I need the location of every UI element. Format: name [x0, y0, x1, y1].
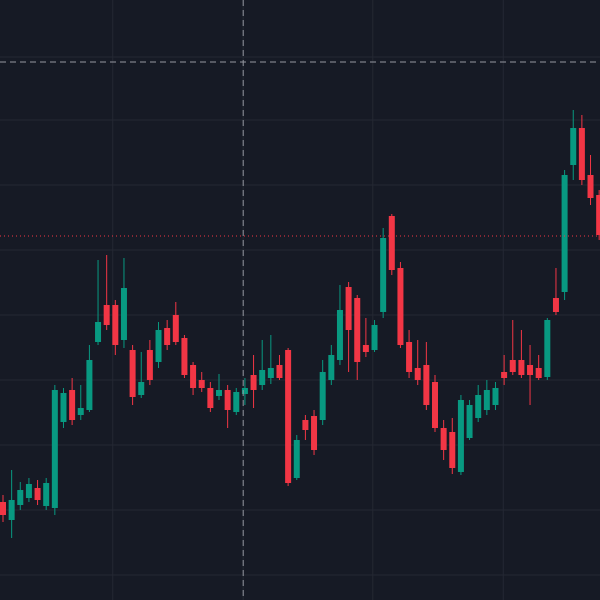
candle-body — [77, 408, 84, 415]
candle-body — [388, 216, 395, 270]
candle-body — [362, 345, 369, 352]
candle-body — [207, 388, 214, 408]
candle-body — [95, 322, 102, 342]
candle-body — [336, 310, 343, 360]
candle-body — [190, 365, 197, 388]
candle-body — [440, 428, 447, 450]
candle-body — [224, 390, 231, 410]
candle-body — [319, 372, 326, 420]
candle-body — [535, 368, 542, 378]
candle-body — [276, 365, 283, 378]
candle-body — [198, 380, 205, 388]
candle-body — [285, 350, 292, 483]
candle-body — [406, 342, 413, 372]
candle-body — [172, 315, 179, 342]
candle-body — [596, 195, 600, 235]
candle-body — [51, 390, 58, 508]
candle-body — [69, 390, 76, 420]
candle-body — [432, 382, 438, 428]
candle-body — [259, 370, 266, 385]
candle-body — [552, 298, 559, 312]
candle-body — [449, 432, 456, 468]
candle-body — [181, 338, 188, 375]
candle-body — [0, 502, 6, 515]
candle-body — [120, 288, 127, 340]
candle-body — [34, 488, 41, 500]
candle-body — [267, 368, 274, 378]
candle-body — [492, 388, 499, 405]
candle-body — [457, 400, 464, 472]
candle-body — [423, 365, 430, 405]
candle-body — [164, 328, 171, 345]
candle-body — [466, 405, 473, 438]
candle-body — [138, 382, 145, 395]
candle-body — [483, 390, 490, 410]
candle-body — [60, 393, 67, 422]
candle-body — [509, 360, 516, 372]
candle-body — [250, 375, 257, 390]
candle-body — [501, 372, 508, 378]
candle-body — [155, 330, 162, 362]
candle-body — [241, 388, 248, 394]
candle-body — [578, 128, 585, 180]
candle-body — [475, 395, 482, 418]
candle-body — [43, 483, 50, 506]
candle-body — [561, 175, 568, 292]
candle-body — [17, 490, 24, 505]
candle-body — [103, 305, 110, 325]
candle-body — [380, 238, 387, 312]
candle-body — [302, 420, 309, 430]
candle-body — [25, 484, 32, 498]
candle-body — [328, 355, 335, 380]
candle-body — [86, 360, 93, 410]
candle-body — [397, 268, 404, 345]
candle-body — [146, 350, 153, 380]
candle-body — [544, 320, 551, 377]
candle-body — [570, 128, 577, 165]
candle-body — [8, 500, 15, 520]
candle-body — [527, 365, 534, 375]
candle-body — [129, 350, 136, 397]
candle-body — [518, 360, 525, 375]
candle-body — [233, 392, 240, 412]
candle-body — [112, 305, 119, 345]
candle-body — [354, 298, 361, 362]
candle-body — [345, 287, 352, 330]
candle-body — [293, 440, 300, 478]
candle-body — [311, 416, 318, 450]
candle-body — [371, 325, 378, 350]
candle-body — [587, 175, 594, 198]
candle-body — [414, 368, 421, 380]
candle-body — [216, 390, 222, 396]
